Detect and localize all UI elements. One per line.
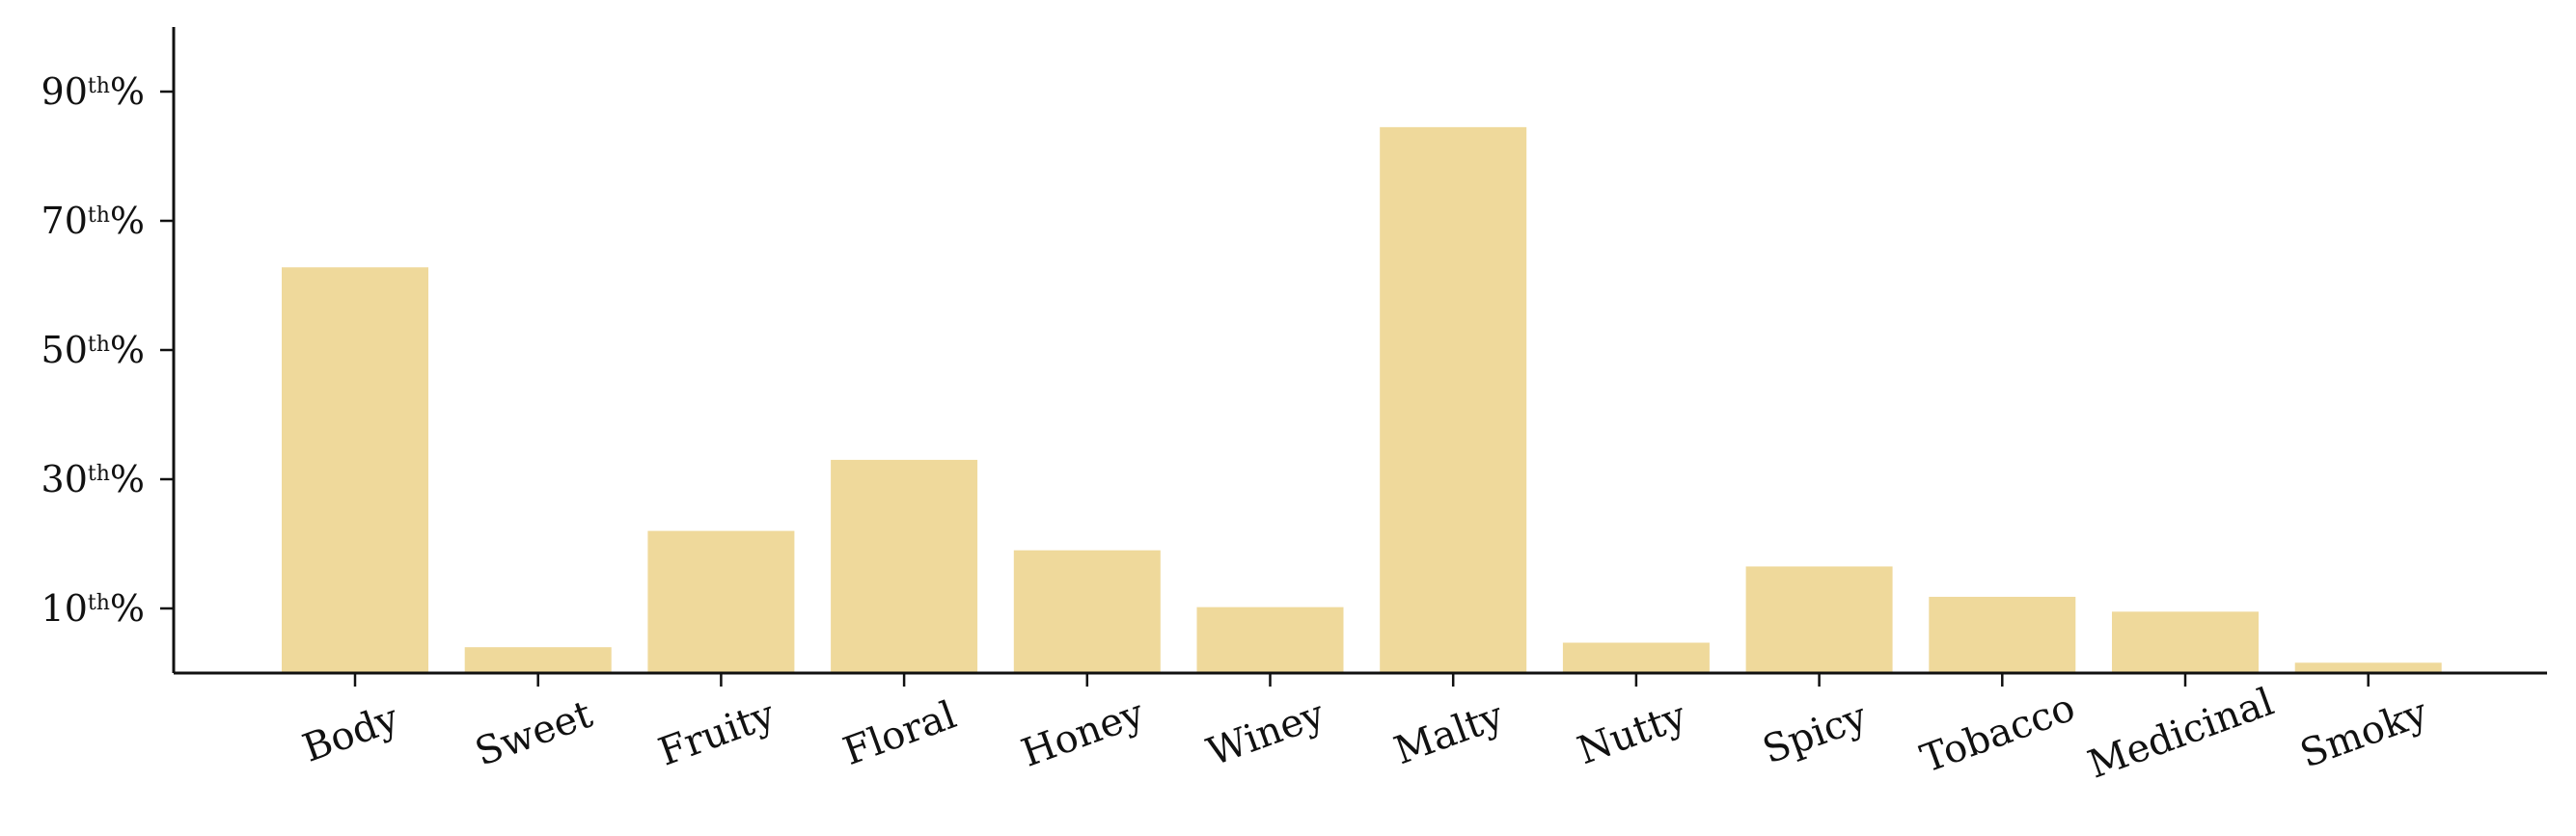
bar-winey [1196,607,1344,673]
x-tick-label-tobacco: Tobacco [1915,686,2081,782]
x-tick-label-spicy: Spicy [1757,694,1873,772]
x-tick-label-malty: Malty [1388,693,1509,773]
bar-tobacco [1929,596,2076,673]
y-tick-percent: % [110,70,145,113]
x-ticks: Body Sweet Fruity Floral Honey Winey Malty Nutt… [297,673,2434,788]
bar-honey [1013,550,1161,673]
y-tick-number: 50 [41,329,88,371]
y-ticks: 10th%30th%50th%70th%90th% [41,70,174,630]
bar-sweet [464,647,612,673]
y-tick-label: 10th% [41,587,145,630]
x-tick-label-sweet: Sweet [470,692,598,775]
x-tick-label-fruity: Fruity [653,692,781,775]
bar-fruity [647,530,795,673]
x-tick-label-honey: Honey [1016,691,1150,776]
y-tick-number: 30 [41,458,88,500]
y-tick-ordinal: th [88,333,110,357]
x-tick-label-floral: Floral [837,693,962,774]
y-tick-ordinal: th [88,74,110,98]
y-tick-ordinal: th [88,591,110,615]
y-tick-percent: % [110,329,145,371]
y-tick-label: 30th% [41,458,145,500]
y-tick-number: 90 [41,70,88,113]
x-tick-label-winey: Winey [1201,692,1330,775]
bar-floral [831,459,978,673]
axes-layer [172,27,2547,675]
bar-medicinal [2112,611,2259,673]
y-tick-ordinal: th [88,462,110,486]
y-tick-ordinal: th [88,203,110,228]
bars-layer [282,126,2442,674]
y-tick-number: 10 [41,587,88,630]
y-tick-percent: % [110,458,145,500]
x-tick-label-smoky: Smoky [2294,690,2433,777]
y-tick-label: 50th% [41,329,145,371]
y-tick-percent: % [110,587,145,630]
x-tick-label-nutty: Nutty [1572,693,1692,773]
bar-spicy [1745,566,1893,673]
y-tick-label: 90th% [41,70,145,113]
y-tick-percent: % [110,200,145,242]
y-tick-number: 70 [41,200,88,242]
x-tick-label-medicinal: Medicinal [2082,680,2279,788]
bar-body [282,267,428,673]
bar-malty [1380,126,1527,674]
bar-nutty [1562,642,1710,673]
x-tick-label-body: Body [297,696,405,771]
y-tick-label: 70th% [41,200,145,242]
bar-smoky [2294,662,2442,673]
